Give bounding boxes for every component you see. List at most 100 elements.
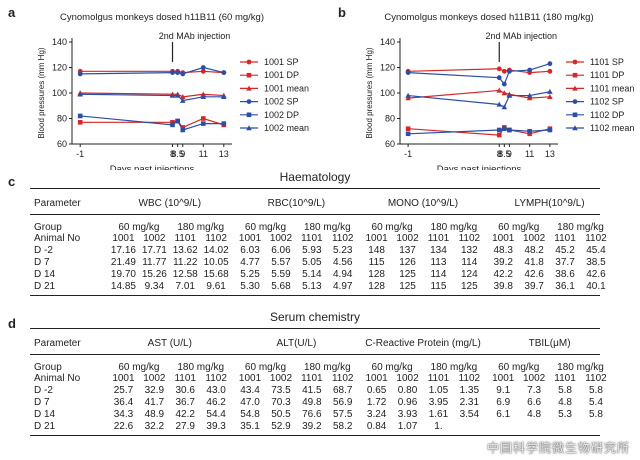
row-label: D 14: [34, 409, 56, 420]
parameter-label: Parameter: [34, 198, 81, 209]
legend-marker: [572, 72, 578, 78]
table-cell: 134: [430, 245, 447, 256]
group-header: 180 mg/kg: [430, 222, 478, 233]
table-cell: 137: [399, 245, 416, 256]
legend-marker: [246, 99, 252, 104]
chart-b-180mgkg: Cynomolgus monkeys dosed h11B11 (180 mg/…: [365, 12, 634, 170]
series-line-1101-dp: [408, 126, 551, 136]
table-cell: 5.68: [271, 281, 291, 292]
table-top-rule: [30, 328, 600, 329]
table-cell: 6.03: [240, 245, 260, 256]
table-cell: 1.61: [428, 409, 449, 420]
data-point-1002-mean: [77, 91, 84, 97]
table-cell: 7.3: [527, 385, 542, 396]
table-cell: 5.8: [588, 409, 603, 420]
table-bottom-rule: [30, 295, 600, 296]
group-header: 180 mg/kg: [177, 222, 225, 233]
x-tick-label: 9: [180, 149, 185, 159]
table-cell: 49.8: [302, 397, 322, 408]
table-cell: 115: [368, 257, 385, 268]
data-point-1002-mean: [220, 94, 227, 100]
y-tick-label: 120: [380, 63, 395, 73]
data-point-1101-sp: [496, 66, 502, 72]
table-cell: 128: [368, 281, 385, 292]
parameter-label: Parameter: [34, 338, 81, 349]
table-cell: 27.9: [175, 421, 195, 432]
table-cell: 48.3: [493, 245, 513, 256]
legend-marker: [572, 99, 578, 104]
table-cell: 52.9: [271, 421, 291, 432]
table-cell: 21.49: [110, 257, 136, 268]
data-point-1101-dp: [405, 126, 411, 131]
chart-title: Cynomolgus monkeys dosed h11B11 (60 mg/k…: [60, 12, 264, 23]
legend-label: 1001 mean: [264, 83, 309, 93]
animal-number: 1001: [238, 373, 262, 384]
data-point-1102-sp: [527, 67, 533, 73]
x-tick-label: 9: [507, 149, 512, 159]
table-cell: 5.23: [333, 245, 353, 256]
table-cell: 42.2: [175, 409, 195, 420]
table-cell: 4.8: [527, 409, 542, 420]
table-cell: 41.5: [302, 385, 322, 396]
data-point-1002-mean: [174, 92, 181, 98]
x-tick-label: 11: [525, 149, 534, 159]
table-cell: 32.9: [144, 385, 165, 396]
table-cell: 1.05: [428, 385, 449, 396]
injection-annotation: 2nd MAb injection: [485, 31, 557, 41]
group-header: 180 mg/kg: [557, 222, 604, 233]
legend-label: 1101 mean: [590, 83, 634, 93]
table-cell: 45.2: [555, 245, 575, 256]
legend-marker: [572, 125, 578, 131]
animal-number: 1102: [205, 373, 227, 384]
table-cell: 39.8: [493, 281, 513, 292]
group-header: 60 mg/kg: [244, 222, 287, 233]
data-point-1001-dp: [170, 120, 175, 125]
animal-number: 1002: [143, 373, 166, 384]
table-cell: 39.7: [524, 281, 544, 292]
data-point-1102-mean: [501, 104, 508, 110]
table-cell: 25.7: [113, 385, 134, 396]
table-cell: 38.5: [586, 257, 606, 268]
table-cell: 41.8: [524, 257, 544, 268]
table-cell: 4.97: [333, 281, 353, 292]
series-line-1001-mean: [80, 92, 224, 98]
data-point-1002-dp: [221, 121, 227, 126]
table-cell: 3.93: [397, 409, 418, 420]
table-cell: 1.07: [397, 421, 418, 432]
y-tick-label: 140: [380, 37, 395, 47]
parameter-header: ALT(U/L): [276, 338, 317, 349]
data-point-1102-dp: [547, 127, 553, 133]
table-cell: 42.6: [586, 269, 606, 280]
table-cell: 6.6: [527, 397, 542, 408]
table-cell: 68.7: [333, 385, 353, 396]
animal-number: 1001: [365, 373, 388, 384]
table-cell: 5.8: [558, 385, 572, 396]
y-tick-label: 100: [52, 88, 67, 98]
series-line-1002-dp: [80, 115, 224, 131]
animal-number: 1101: [174, 373, 196, 384]
y-tick-label: 80: [385, 114, 395, 124]
y-axis-label: Blood pressures (mm Hg): [365, 47, 374, 138]
table-cell: 125: [399, 269, 416, 280]
data-point-1001-sp: [200, 68, 206, 74]
y-tick-label: 60: [57, 139, 67, 149]
series-line-1002-sp: [80, 66, 224, 75]
data-point-1002-mean: [169, 92, 176, 98]
animal-number: 1002: [523, 233, 546, 244]
parameter-header: C-Reactive Protein (mg/L): [365, 338, 481, 349]
data-point-1102-mean: [405, 92, 411, 98]
data-point-1002-sp: [77, 71, 83, 77]
table-cell: 36.1: [555, 281, 575, 292]
table-cell: 12.58: [172, 269, 198, 280]
table-cell: 45.4: [586, 245, 606, 256]
data-point-1101-dp: [496, 132, 502, 138]
legend-marker: [246, 72, 252, 78]
x-tick-label: -1: [76, 149, 84, 159]
data-point-1002-dp: [180, 127, 186, 133]
table-cell: 32.2: [144, 421, 165, 432]
group-header: 180 mg/kg: [557, 362, 604, 373]
table-cell: 5.05: [302, 257, 322, 268]
table-cell: 9.1: [496, 385, 511, 396]
table-cell: 3.95: [428, 397, 449, 408]
data-point-1002-sp: [175, 70, 181, 75]
